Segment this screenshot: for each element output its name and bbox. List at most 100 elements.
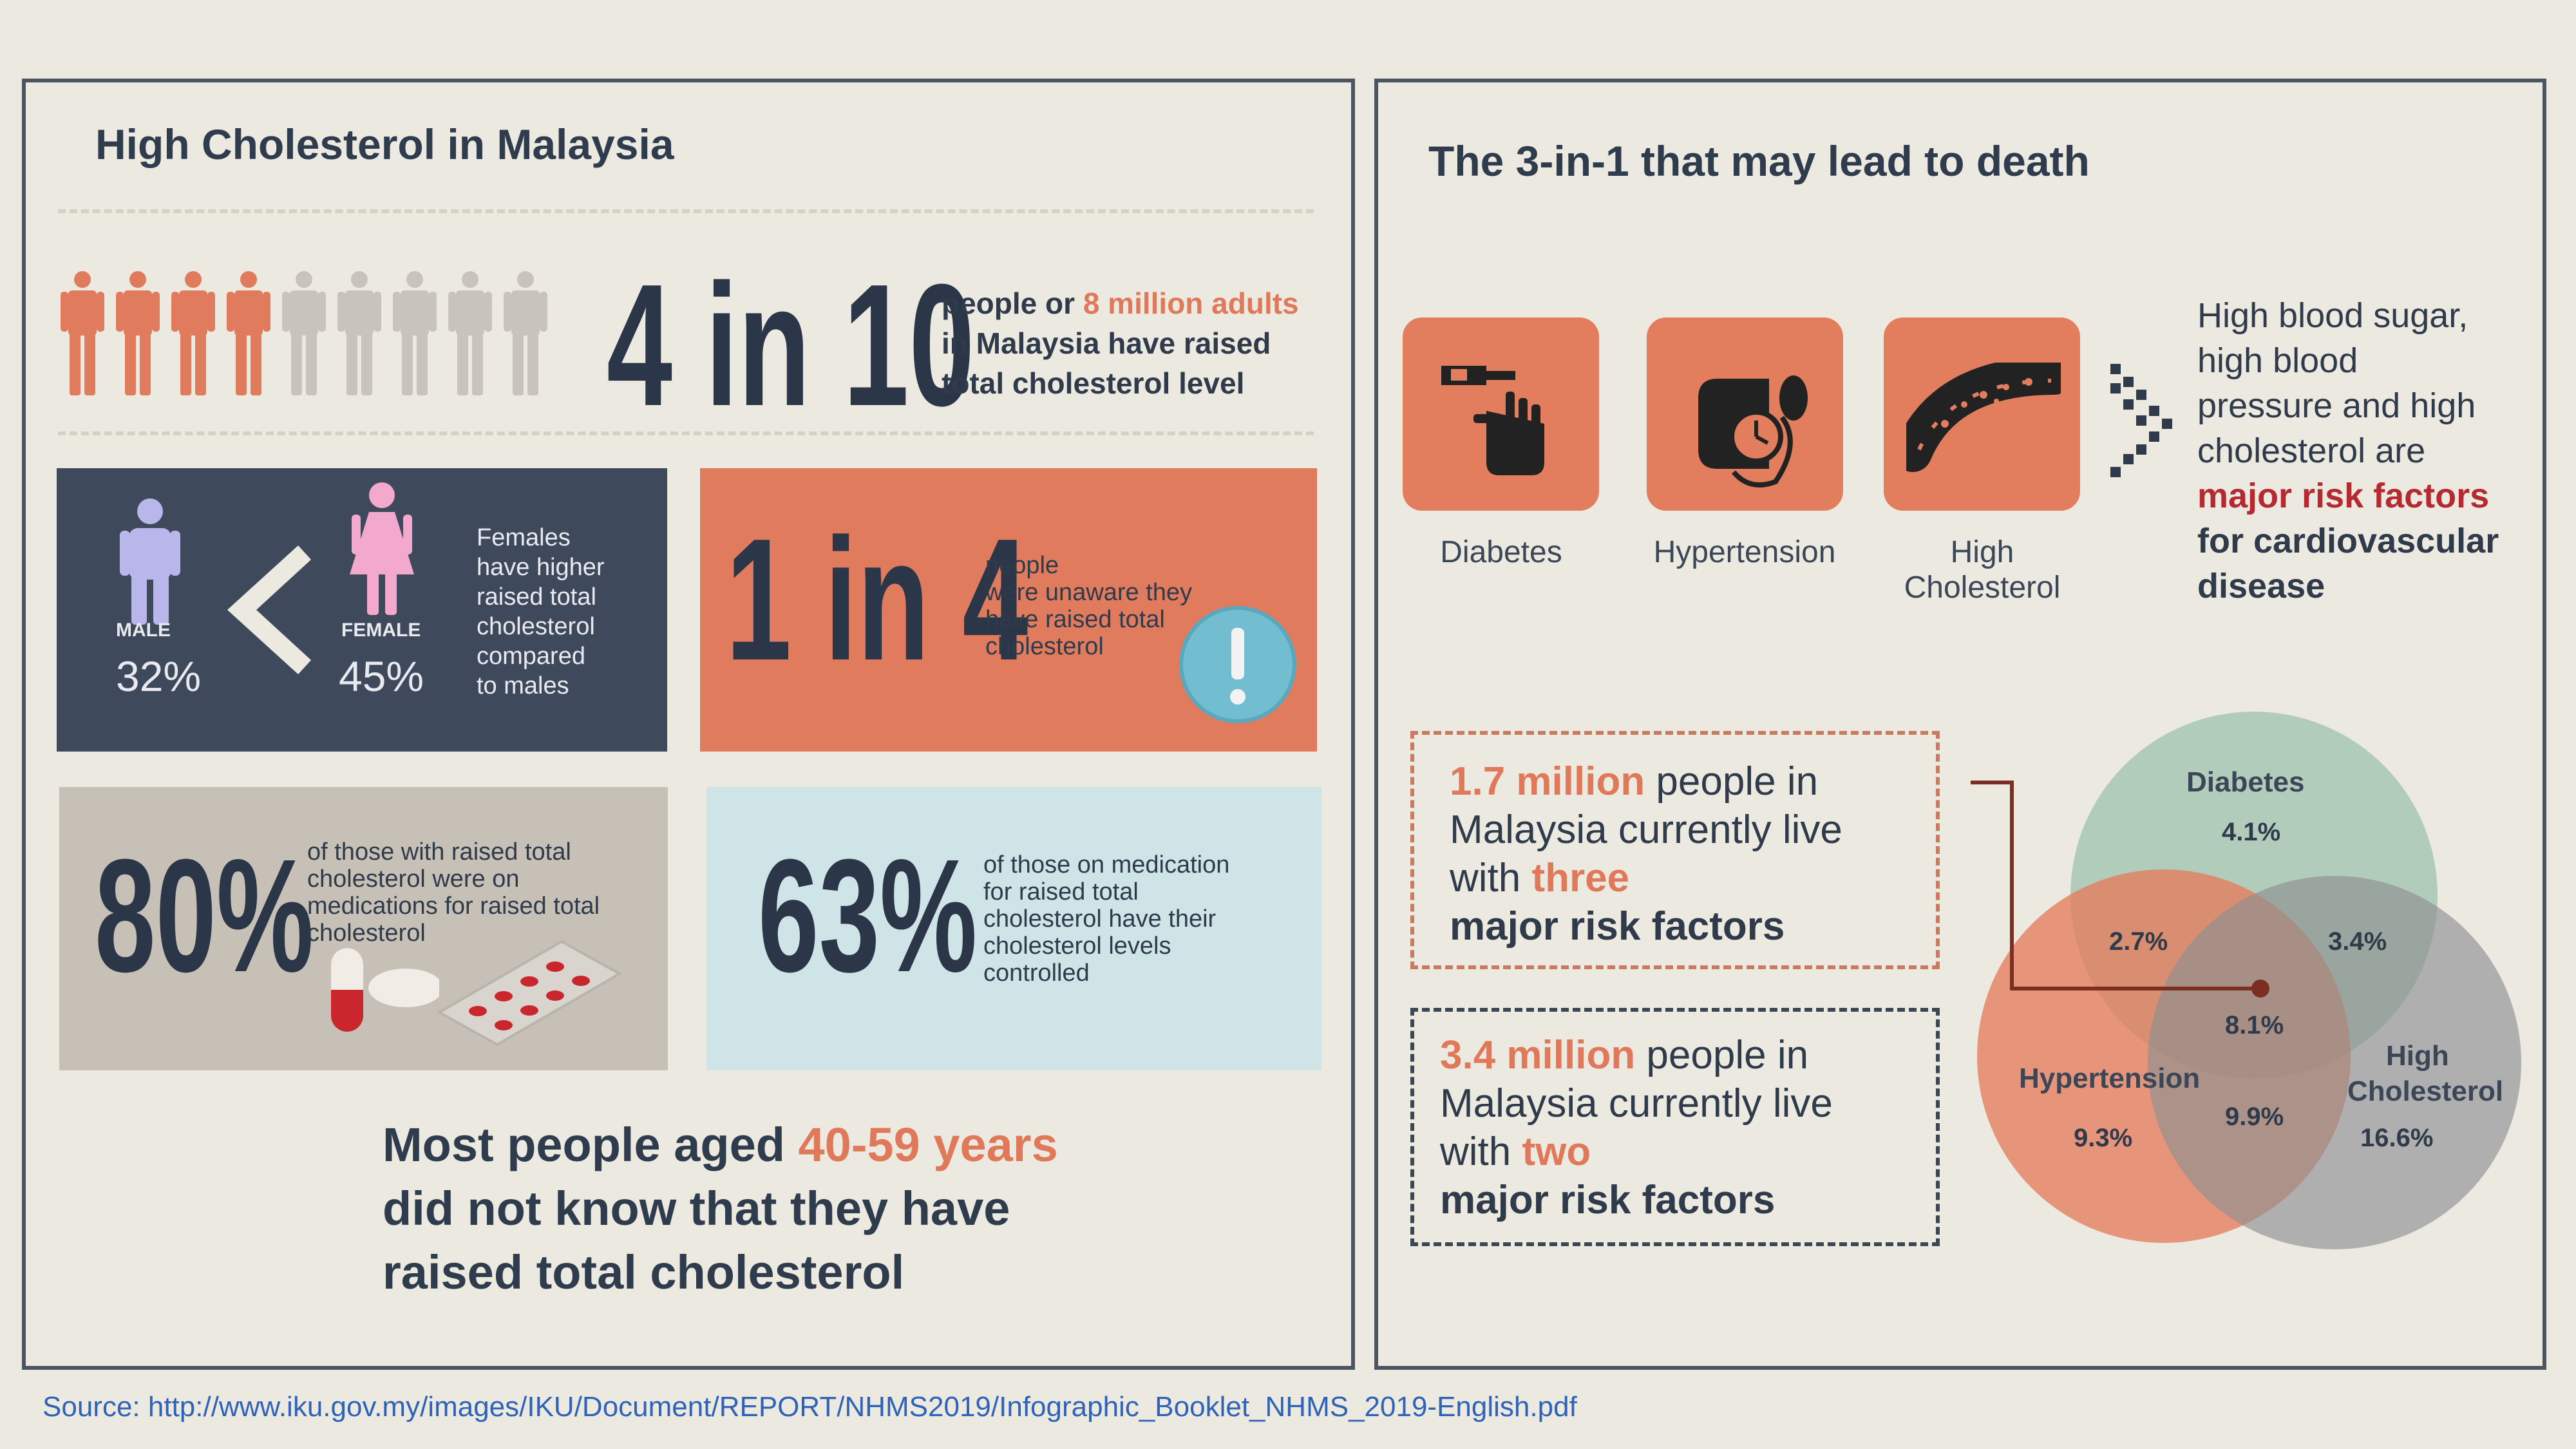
two-risk-factors-box: 3.4 million people in Malaysia currently… xyxy=(1410,1008,1940,1246)
pill-blister-icon xyxy=(436,940,623,1046)
stat-1-in-4: 1 in 4 xyxy=(726,503,1028,697)
person-icon-highlighted xyxy=(116,271,160,395)
person-icon-highlighted xyxy=(171,271,215,395)
unaware-box: 1 in 4 people were unaware they have rai… xyxy=(700,468,1317,752)
controlled-text-line: controlled xyxy=(983,960,1090,987)
right-panel xyxy=(1374,79,2546,1370)
age-text-line: did not know that they have xyxy=(383,1182,1010,1235)
venn-hypertension-cholesterol-pct: 9.9% xyxy=(2225,1103,2284,1131)
venn-diabetes-label: Diabetes xyxy=(2186,766,2305,798)
age-text-part: Most people aged xyxy=(383,1118,799,1171)
risk-text-line: high blood xyxy=(2197,341,2358,380)
stat-4-in-10-text: people or 8 million adults in Malaysia h… xyxy=(942,283,1299,403)
three-risk-factors-text: 1.7 million people in Malaysia currently… xyxy=(1450,757,1842,951)
hypertension-label: Hypertension xyxy=(1653,535,1836,569)
person-icon-highlighted xyxy=(227,271,270,395)
source-link[interactable]: Source: http://www.iku.gov.my/images/IKU… xyxy=(43,1391,1577,1423)
venn-diabetes-cholesterol-pct: 3.4% xyxy=(2328,927,2387,956)
venn-diagram xyxy=(1971,712,2521,1249)
risk-text-line: cholesterol are xyxy=(2197,431,2426,470)
stat-text-line: total cholesterol level xyxy=(942,366,1245,400)
gender-box: MALE 32% FEMALE 45% Females have higher … xyxy=(57,468,667,752)
age-highlight: 40-59 years xyxy=(798,1118,1058,1171)
unaware-text-line: have raised total xyxy=(985,606,1165,633)
controlled-box: 63% of those on medication for raised to… xyxy=(706,787,1321,1070)
venn-hypertension-pct: 9.3% xyxy=(2074,1124,2133,1152)
diabetes-label: Diabetes xyxy=(1440,535,1562,569)
medication-text-line: cholesterol xyxy=(307,920,426,947)
male-label: MALE xyxy=(116,620,171,641)
female-icon xyxy=(350,482,414,615)
controlled-text-line: of those on medication xyxy=(983,851,1230,878)
person-icon-highlighted xyxy=(61,271,104,395)
venn-cholesterol-label-line2: Cholesterol xyxy=(2347,1075,2504,1107)
person-icon xyxy=(504,271,547,395)
risk-text-line: High blood sugar, xyxy=(2197,296,2468,335)
divider xyxy=(58,431,1314,435)
gender-text-line: to males xyxy=(477,672,569,699)
age-statement: Most people aged 40-59 years did not kno… xyxy=(383,1113,1058,1304)
controlled-text-line: for raised total xyxy=(983,878,1139,905)
gender-text-line: have higher xyxy=(477,554,605,581)
risk-factors-text: High blood sugar, high blood pressure an… xyxy=(2197,293,2499,609)
exclamation-icon xyxy=(1179,606,1296,723)
box-text-part: with xyxy=(1450,856,1532,900)
left-panel-title: High Cholesterol in Malaysia xyxy=(95,120,674,168)
person-icon xyxy=(282,271,326,395)
right-panel-title: The 3-in-1 that may lead to death xyxy=(1428,137,2090,185)
male-percent: 32% xyxy=(116,652,202,700)
two-risk-factors-text: 3.4 million people in Malaysia currently… xyxy=(1440,1031,1833,1224)
medication-text-line: of those with raised total xyxy=(307,838,571,866)
gender-text-line: Females xyxy=(477,524,571,551)
box-text-part: with xyxy=(1440,1130,1522,1174)
hypertension-tile xyxy=(1647,317,1843,511)
medication-text-line: cholesterol were on xyxy=(307,866,520,893)
venn-hypertension-label: Hypertension xyxy=(2019,1063,2201,1094)
artery-icon xyxy=(1906,363,2061,472)
risk-text-line: pressure and high xyxy=(2197,386,2476,425)
male-icon xyxy=(120,498,180,625)
stat-63-percent: 63% xyxy=(758,826,978,1005)
stat-4-in-10: 4 in 10 xyxy=(607,249,975,442)
venn-diabetes-pct: 4.1% xyxy=(2222,818,2281,846)
left-panel xyxy=(22,79,1355,1370)
people-figures xyxy=(59,270,549,399)
gender-text-line: compared xyxy=(477,643,585,670)
two-risk-number: 3.4 million xyxy=(1440,1033,1636,1077)
box-text-line: major risk factors xyxy=(1450,904,1785,949)
female-percent: 45% xyxy=(339,652,424,700)
box-text-line: Malaysia currently live xyxy=(1440,1081,1833,1126)
risk-text-line: disease xyxy=(2197,567,2325,605)
box-text-part: people in xyxy=(1635,1033,1809,1077)
medication-box: 80% of those with raised total cholester… xyxy=(59,787,668,1070)
cholesterol-label-line: High xyxy=(1950,535,2014,569)
gender-text-line: raised total xyxy=(477,583,596,611)
cholesterol-label: High Cholesterol xyxy=(1853,535,2111,605)
stat-80-percent: 80% xyxy=(95,826,314,1005)
stat-highlight: 8 million adults xyxy=(1083,287,1299,320)
less-than-icon xyxy=(227,545,311,674)
stat-text-line: in Malaysia have raised xyxy=(942,327,1271,360)
venn-cholesterol-label-line1: High xyxy=(2386,1040,2449,1072)
cholesterol-tile xyxy=(1884,317,2080,511)
divider xyxy=(58,209,1314,213)
capsule-icon xyxy=(331,948,439,1032)
controlled-text-line: cholesterol have their xyxy=(983,905,1217,933)
risk-text-line: for cardiovascular xyxy=(2197,522,2499,560)
box-highlight: two xyxy=(1522,1130,1591,1174)
person-icon xyxy=(393,271,437,395)
box-text-line: Malaysia currently live xyxy=(1450,808,1842,852)
female-label: FEMALE xyxy=(341,620,421,641)
venn-cholesterol-circle xyxy=(2148,876,2521,1249)
person-icon xyxy=(448,271,492,395)
controlled-text: of those on medication for raised total … xyxy=(983,851,1229,987)
gender-text-line: cholesterol xyxy=(477,613,595,640)
unaware-text-line: were unaware they xyxy=(985,579,1193,606)
gender-text: Females have higher raised total cholest… xyxy=(477,523,605,701)
venn-diabetes-hypertension-pct: 2.7% xyxy=(2109,927,2168,956)
blood-pressure-icon xyxy=(1698,375,1808,488)
unaware-text-line: cholesterol xyxy=(985,633,1104,660)
person-icon xyxy=(337,271,381,395)
medication-text-line: medications for raised total xyxy=(307,893,600,920)
dotted-arrow-icon xyxy=(2110,364,2172,477)
